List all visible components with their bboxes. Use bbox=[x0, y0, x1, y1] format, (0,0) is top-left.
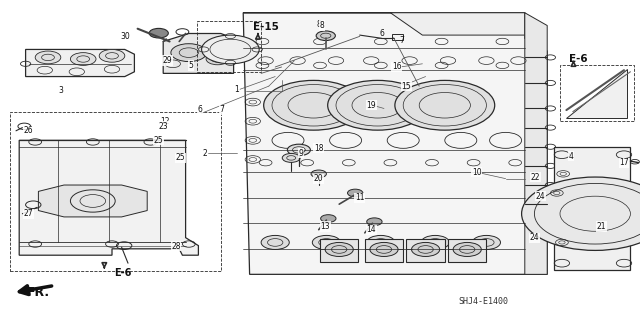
Circle shape bbox=[149, 28, 168, 38]
Bar bbox=[392, 34, 403, 40]
Text: 22: 22 bbox=[531, 173, 540, 182]
Text: 27: 27 bbox=[24, 209, 34, 218]
Polygon shape bbox=[525, 13, 547, 274]
Polygon shape bbox=[243, 13, 525, 35]
Text: 8: 8 bbox=[316, 20, 321, 29]
Text: 7: 7 bbox=[220, 105, 225, 114]
Polygon shape bbox=[38, 185, 147, 217]
Text: 19: 19 bbox=[366, 101, 376, 110]
Bar bbox=[197, 21, 261, 72]
Text: 6: 6 bbox=[198, 105, 203, 114]
Text: 23: 23 bbox=[158, 122, 168, 131]
Text: E-6: E-6 bbox=[568, 54, 588, 64]
Circle shape bbox=[171, 44, 207, 62]
Polygon shape bbox=[566, 69, 627, 118]
Text: 14: 14 bbox=[366, 225, 376, 234]
Polygon shape bbox=[26, 49, 134, 77]
Text: FR.: FR. bbox=[27, 286, 50, 299]
Circle shape bbox=[70, 53, 96, 65]
Text: 20: 20 bbox=[314, 174, 324, 183]
Text: 29: 29 bbox=[163, 56, 173, 65]
Polygon shape bbox=[163, 33, 234, 73]
Text: 24: 24 bbox=[529, 233, 540, 242]
Circle shape bbox=[206, 53, 229, 65]
Text: 1: 1 bbox=[234, 85, 239, 94]
Text: 3: 3 bbox=[58, 86, 63, 95]
Circle shape bbox=[321, 215, 336, 222]
Text: 9: 9 bbox=[298, 149, 303, 158]
Circle shape bbox=[261, 235, 289, 249]
Circle shape bbox=[311, 170, 326, 178]
Polygon shape bbox=[19, 140, 198, 255]
Text: 6: 6 bbox=[379, 29, 384, 38]
Text: 5: 5 bbox=[188, 61, 193, 70]
Polygon shape bbox=[243, 13, 547, 274]
Text: E-15: E-15 bbox=[253, 22, 278, 32]
Text: 7: 7 bbox=[399, 36, 404, 45]
Circle shape bbox=[367, 218, 382, 226]
Text: 16: 16 bbox=[392, 63, 402, 71]
Text: E-6: E-6 bbox=[114, 268, 132, 278]
Text: 18: 18 bbox=[314, 144, 323, 153]
Polygon shape bbox=[406, 239, 445, 262]
Text: 13: 13 bbox=[320, 222, 330, 231]
Text: 8: 8 bbox=[319, 21, 324, 30]
Text: 25: 25 bbox=[175, 153, 186, 162]
Circle shape bbox=[472, 235, 500, 249]
Circle shape bbox=[99, 49, 125, 62]
Bar bbox=[560, 65, 634, 121]
Text: 11: 11 bbox=[355, 193, 364, 202]
Circle shape bbox=[328, 80, 428, 130]
Circle shape bbox=[421, 235, 449, 249]
Text: 17: 17 bbox=[619, 158, 629, 167]
Circle shape bbox=[370, 242, 398, 256]
Text: 26: 26 bbox=[24, 126, 34, 135]
Text: 25: 25 bbox=[154, 136, 164, 145]
Circle shape bbox=[264, 80, 364, 130]
Circle shape bbox=[325, 242, 353, 256]
Text: 2: 2 bbox=[202, 149, 207, 158]
Circle shape bbox=[312, 235, 340, 249]
Circle shape bbox=[348, 189, 363, 197]
Text: 28: 28 bbox=[172, 242, 180, 251]
Text: 12: 12 bbox=[161, 117, 170, 126]
Text: 4: 4 bbox=[568, 152, 573, 161]
Circle shape bbox=[395, 80, 495, 130]
Circle shape bbox=[316, 31, 335, 41]
Circle shape bbox=[453, 242, 481, 256]
Polygon shape bbox=[320, 239, 358, 262]
Circle shape bbox=[412, 242, 440, 256]
Text: 15: 15 bbox=[401, 82, 412, 91]
Bar bbox=[10, 112, 221, 271]
Circle shape bbox=[282, 153, 300, 162]
Polygon shape bbox=[554, 147, 630, 270]
Polygon shape bbox=[448, 239, 486, 262]
Polygon shape bbox=[365, 239, 403, 262]
Text: 10: 10 bbox=[472, 168, 482, 177]
Circle shape bbox=[202, 35, 259, 64]
Text: SHJ4-E1400: SHJ4-E1400 bbox=[458, 297, 508, 306]
Circle shape bbox=[35, 51, 61, 64]
Text: 30: 30 bbox=[120, 32, 130, 41]
Circle shape bbox=[287, 144, 310, 156]
Text: 24: 24 bbox=[536, 192, 546, 201]
Text: 21: 21 bbox=[597, 222, 606, 231]
Circle shape bbox=[367, 235, 395, 249]
Circle shape bbox=[522, 177, 640, 250]
